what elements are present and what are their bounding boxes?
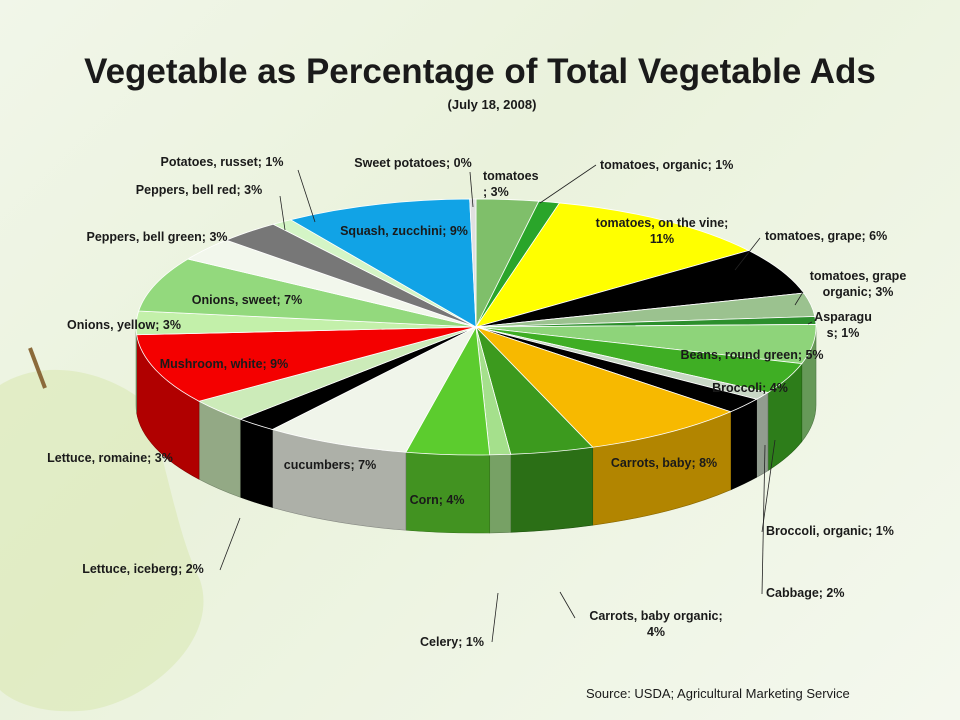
- label-tomatoes: tomatoes; 3%: [483, 169, 539, 199]
- label-onions-yellow: Onions, yellow; 3%: [67, 318, 181, 332]
- label-peppers-bell-red: Peppers, bell red; 3%: [136, 183, 262, 197]
- slice-side-onions-yellow: [135, 326, 137, 413]
- label-carrots-baby: Carrots, baby; 8%: [611, 456, 717, 470]
- leader-sweet-potatoes: [469, 171, 474, 208]
- label-tomatoes-grape-organic: tomatoes, grape organic; 3%: [810, 269, 907, 299]
- label-mushroom-white: Mushroom, white; 9%: [160, 357, 288, 371]
- leader-lines: [219, 164, 813, 643]
- leader-peppers-bell-red: [279, 195, 286, 231]
- label-asparagus: Asparagu s; 1%: [814, 310, 872, 340]
- leader-tomatoes-organic: [539, 164, 597, 204]
- leader-carrots-baby-organic: [559, 591, 576, 619]
- slice-side-carrots-baby-organic: [510, 446, 594, 533]
- label-peppers-bell-green: Peppers, bell green; 3%: [86, 230, 227, 244]
- slice-tomatoes-on-the-vine: [475, 202, 750, 328]
- chart-subtitle: (July 18, 2008): [447, 97, 537, 112]
- leader-asparagus: [807, 321, 813, 325]
- slice-labels: tomatoes; 3% tomatoes, organic; 1% tomatoe…: [47, 155, 906, 649]
- leader-broccoli-organic: [761, 439, 776, 533]
- label-celery: Celery; 1%: [420, 635, 484, 649]
- leader-potatoes-russet: [297, 169, 316, 223]
- chart-title: Vegetable as Percentage of Total Vegetab…: [84, 52, 876, 91]
- label-broccoli: Broccoli; 4%: [712, 381, 788, 395]
- leader-lettuce-iceberg: [219, 517, 241, 571]
- label-onions-sweet: Onions, sweet; 7%: [192, 293, 302, 307]
- label-broccoli-organic: Broccoli, organic; 1%: [766, 524, 894, 538]
- leader-tomatoes-grape-organic: [794, 291, 804, 306]
- label-tomatoes-organic: tomatoes, organic; 1%: [600, 158, 733, 172]
- label-lettuce-iceberg: Lettuce, iceberg; 2%: [82, 562, 204, 576]
- label-cucumbers: cucumbers; 7%: [284, 458, 376, 472]
- slice-side-celery: [489, 454, 512, 534]
- pie-slices: [135, 198, 817, 534]
- label-tomatoes-on-the-vine: tomatoes, on the vine; 11%: [596, 216, 729, 246]
- leader-tomatoes-grape: [734, 237, 761, 271]
- label-cabbage: Cabbage; 2%: [766, 586, 845, 600]
- leader-cabbage: [761, 444, 766, 595]
- slice-carrots-baby: [475, 326, 732, 448]
- source-note: Source: USDA; Agricultural Marketing Ser…: [586, 686, 850, 701]
- slice-side-cabbage: [730, 398, 757, 491]
- slice-side-lettuce-iceberg: [239, 418, 273, 508]
- label-lettuce-romaine: Lettuce, romaine; 3%: [47, 451, 173, 465]
- slice-mushroom-white: [136, 326, 477, 402]
- label-squash-zucchini: Squash, zucchini; 9%: [340, 224, 468, 238]
- slice-squash-zucchini: [289, 198, 477, 328]
- label-potatoes-russet: Potatoes, russet; 1%: [161, 155, 284, 169]
- slice-onions-sweet: [138, 258, 477, 328]
- slice-sweet-potatoes: [469, 198, 477, 328]
- label-carrots-baby-organic: Carrots, baby organic; 4%: [589, 609, 722, 639]
- label-beans-round-green: Beans, round green; 5%: [680, 348, 823, 362]
- slice-side-broccoli-organic: [756, 392, 769, 478]
- label-sweet-potatoes: Sweet potatoes; 0%: [354, 156, 471, 170]
- label-tomatoes-grape: tomatoes, grape; 6%: [765, 229, 887, 243]
- label-corn: Corn; 4%: [410, 493, 465, 507]
- background-apple-core: [0, 347, 204, 712]
- slice-cucumbers: [271, 326, 477, 453]
- leader-celery: [491, 592, 499, 643]
